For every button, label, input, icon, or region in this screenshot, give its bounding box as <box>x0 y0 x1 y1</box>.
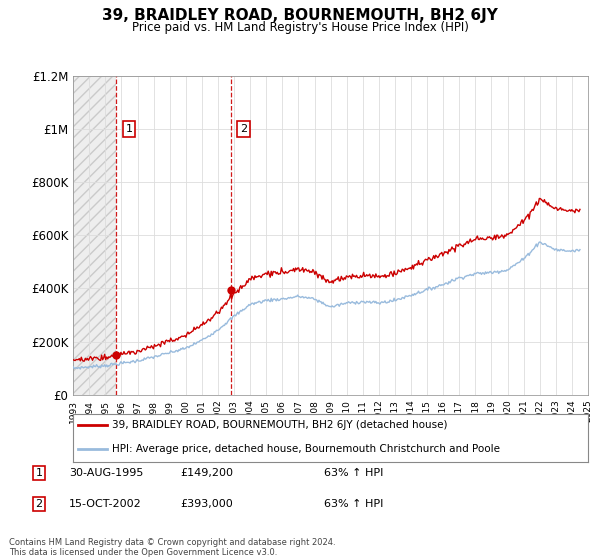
Text: £393,000: £393,000 <box>180 499 233 509</box>
Text: Price paid vs. HM Land Registry's House Price Index (HPI): Price paid vs. HM Land Registry's House … <box>131 21 469 34</box>
Text: 1: 1 <box>125 124 133 134</box>
Text: 2: 2 <box>35 499 43 509</box>
Text: 30-AUG-1995: 30-AUG-1995 <box>69 468 143 478</box>
Text: 1: 1 <box>35 468 43 478</box>
Text: Contains HM Land Registry data © Crown copyright and database right 2024.
This d: Contains HM Land Registry data © Crown c… <box>9 538 335 557</box>
Text: 15-OCT-2002: 15-OCT-2002 <box>69 499 142 509</box>
Text: £149,200: £149,200 <box>180 468 233 478</box>
Text: 39, BRAIDLEY ROAD, BOURNEMOUTH, BH2 6JY (detached house): 39, BRAIDLEY ROAD, BOURNEMOUTH, BH2 6JY … <box>112 420 448 430</box>
Text: HPI: Average price, detached house, Bournemouth Christchurch and Poole: HPI: Average price, detached house, Bour… <box>112 444 500 454</box>
Text: 2: 2 <box>240 124 247 134</box>
Text: 63% ↑ HPI: 63% ↑ HPI <box>324 468 383 478</box>
Text: 39, BRAIDLEY ROAD, BOURNEMOUTH, BH2 6JY: 39, BRAIDLEY ROAD, BOURNEMOUTH, BH2 6JY <box>102 8 498 24</box>
Bar <box>73 76 116 395</box>
Text: 63% ↑ HPI: 63% ↑ HPI <box>324 499 383 509</box>
